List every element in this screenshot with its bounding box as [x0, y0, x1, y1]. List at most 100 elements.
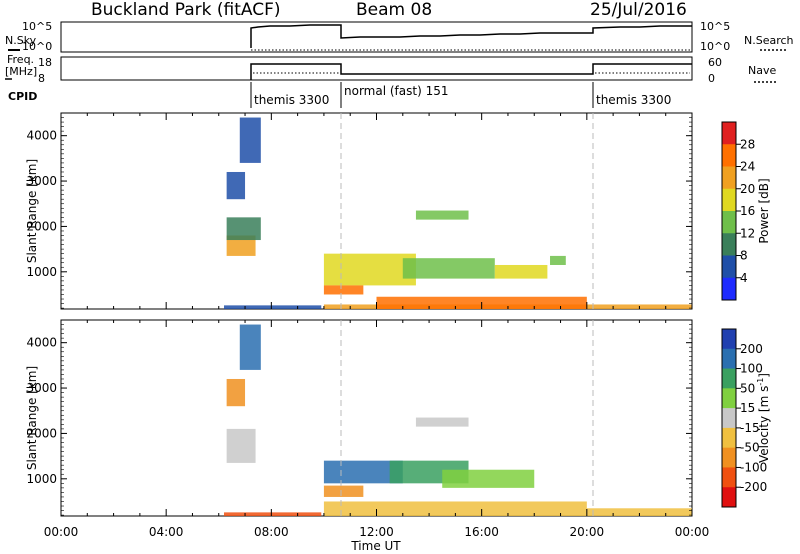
colorbar-swatch — [722, 408, 736, 429]
colorbar-swatch — [722, 348, 736, 370]
velocity-colorbar: 200 100 50 15 -15 -50 -100 -200 Velocity [m s-1… — [721, 328, 771, 508]
colorbar-swatch — [722, 211, 736, 234]
nsky-tick-low: 10^0 — [22, 40, 52, 53]
velocity-colorbar-frame — [721, 328, 737, 508]
power-colorbar-ticks: 28 24 20 16 12 8 4 — [736, 137, 755, 285]
data-cell — [239, 324, 261, 370]
power-plot: 1000 2000 3000 4000 Slant Range [km] — [25, 112, 693, 310]
colorbar-swatch — [722, 233, 736, 256]
nsky-label: N.Sky — [5, 34, 37, 47]
colorbar-tick-label: -50 — [740, 441, 760, 455]
data-cell — [224, 512, 322, 516]
cpid-mode-3: themis 3300 — [596, 93, 671, 107]
x-tick-label: 04:00 — [149, 525, 184, 539]
nsearch-label: N.Search — [744, 34, 794, 47]
colorbar-swatch — [722, 277, 736, 301]
x-tick-label: 12:00 — [359, 525, 394, 539]
cpid-mode-1: themis 3300 — [254, 93, 329, 107]
data-cell — [323, 285, 364, 295]
nave-tick-high: 60 — [708, 56, 722, 69]
nsearch-tick-high: 10^5 — [700, 20, 730, 33]
colorbar-tick-label: 28 — [740, 137, 755, 151]
colorbar-tick-label: 50 — [740, 381, 755, 395]
colorbar-tick-label: 12 — [740, 226, 755, 240]
figure-title: Buckland Park (fitACF) — [91, 0, 281, 20]
y-tick-label: 2000 — [26, 426, 57, 440]
colorbar-swatch — [722, 144, 736, 167]
velocity-xticks — [60, 320, 693, 516]
colorbar-tick-label: 8 — [740, 249, 748, 263]
nave-tick-low: 0 — [708, 72, 715, 85]
velocity-yticks: 1000 2000 3000 4000 — [26, 324, 692, 516]
y-tick-label: 2000 — [26, 219, 57, 233]
colorbar-swatch — [722, 368, 736, 389]
colorbar-tick-label: -100 — [740, 460, 767, 474]
colorbar-tick-label: 200 — [740, 342, 763, 356]
x-tick-labels: 00:00 04:00 08:00 12:00 16:00 20:00 00:00 — [44, 525, 710, 539]
y-tick-label: 4000 — [26, 129, 57, 143]
data-cell — [226, 217, 261, 241]
colorbar-tick-label: -15 — [740, 421, 760, 435]
cpid-mode-2: normal (fast) 151 — [344, 84, 448, 98]
velocity-ylabel: Slant Range [km] — [25, 366, 39, 470]
nsky-tick-high: 10^5 — [22, 20, 52, 33]
colorbar-swatch — [722, 487, 736, 508]
y-tick-label: 1000 — [26, 265, 57, 279]
colorbar-swatch — [722, 122, 736, 145]
data-cell — [494, 264, 548, 279]
velocity-colorbar-ticks: 200 100 50 15 -15 -50 -100 -200 — [736, 342, 767, 494]
data-cell — [323, 460, 403, 484]
velocity-colorbar-label: Velocity [m s-1] — [756, 373, 771, 463]
power-colorbar-label: Power [dB] — [757, 178, 771, 243]
power-colorbar: 28 24 20 16 12 8 4 Power [dB] — [721, 121, 771, 301]
colorbar-swatch — [722, 188, 736, 212]
data-cell — [239, 117, 261, 163]
power-yticks: 1000 2000 3000 4000 — [26, 117, 692, 309]
freq-tick-low: 8 — [38, 72, 45, 85]
colorbar-swatch — [722, 427, 736, 449]
freq-unit: [MHz] — [5, 65, 37, 78]
data-cell — [226, 428, 256, 463]
nsky-panel — [60, 21, 693, 53]
nave-label: Nave — [748, 64, 776, 77]
x-tick-label: 00:00 — [44, 525, 79, 539]
data-cell — [550, 255, 566, 265]
data-cell — [586, 508, 692, 516]
colorbar-tick-label: 4 — [740, 271, 748, 285]
velocity-cells — [224, 324, 692, 516]
y-tick-label: 3000 — [26, 174, 57, 188]
colorbar-tick-label: 24 — [740, 160, 755, 174]
x-tick-label: 08:00 — [254, 525, 289, 539]
x-tick-label: 20:00 — [570, 525, 605, 539]
velocity-colorbar-label-sup: -1 — [756, 378, 765, 386]
freq-tick-high: 18 — [38, 56, 52, 69]
data-cell — [224, 305, 322, 309]
colorbar-tick-label: -200 — [740, 480, 767, 494]
freq-panel — [60, 56, 693, 81]
colorbar-swatch — [722, 166, 736, 190]
x-tick-label: 00:00 — [675, 525, 710, 539]
colorbar-tick-label: 20 — [740, 182, 755, 196]
y-tick-label: 4000 — [26, 336, 57, 350]
colorbar-swatch — [722, 255, 736, 279]
data-cell — [323, 501, 587, 516]
cpid-label: CPID — [8, 90, 37, 103]
data-cell — [415, 417, 469, 427]
data-cell — [226, 378, 246, 407]
colorbar-tick-label: 100 — [740, 362, 763, 376]
colorbar-swatch — [722, 447, 736, 468]
colorbar-swatch — [722, 329, 736, 350]
beam-label: Beam 08 — [356, 0, 432, 20]
nsky-trace — [250, 24, 692, 48]
data-cell — [226, 171, 246, 200]
data-cell — [323, 253, 416, 286]
power-xticks — [60, 113, 693, 309]
velocity-plot: 1000 2000 3000 4000 Slant Range [km] — [25, 319, 693, 517]
data-cell — [402, 258, 495, 279]
x-tick-label: 16:00 — [464, 525, 499, 539]
power-ylabel: Slant Range [km] — [25, 159, 39, 263]
data-cell — [323, 485, 364, 497]
y-tick-label: 1000 — [26, 472, 57, 486]
freq-label: Freq. — [7, 53, 34, 66]
